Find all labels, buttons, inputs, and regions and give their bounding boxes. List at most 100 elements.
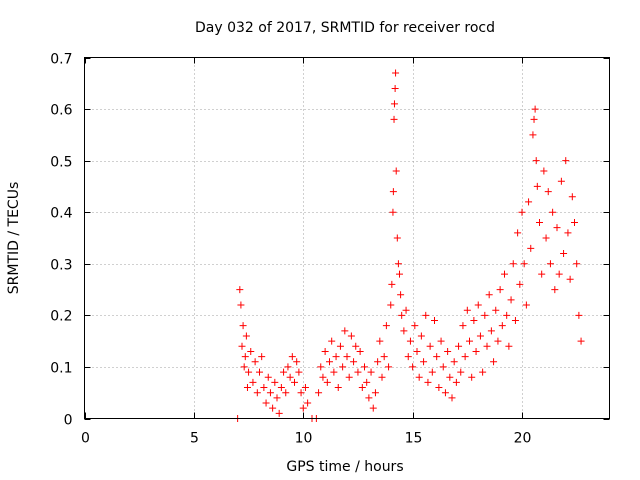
data-point xyxy=(352,342,360,350)
data-point xyxy=(243,384,251,392)
data-point xyxy=(286,373,294,381)
data-point xyxy=(470,317,478,325)
data-point xyxy=(536,219,543,227)
data-point xyxy=(374,358,382,366)
data-point xyxy=(291,378,298,386)
data-point xyxy=(501,270,508,278)
data-point xyxy=(397,291,405,299)
data-point xyxy=(275,409,283,417)
data-point xyxy=(236,286,244,294)
data-point xyxy=(321,347,329,355)
data-point xyxy=(511,317,519,325)
chart-title: Day 032 of 2017, SRMTID for receiver roc… xyxy=(195,20,495,36)
data-point xyxy=(468,373,476,381)
y-tick-label: 0.5 xyxy=(50,155,72,171)
data-point xyxy=(277,384,285,392)
data-point xyxy=(520,260,528,268)
x-axis-label: GPS time / hours xyxy=(286,459,403,475)
data-point xyxy=(551,286,559,294)
data-point xyxy=(577,337,585,345)
data-point xyxy=(560,249,568,257)
data-point xyxy=(326,358,333,366)
data-point xyxy=(390,100,398,108)
data-point xyxy=(356,347,364,355)
data-point xyxy=(288,353,296,361)
data-point xyxy=(507,296,515,304)
data-point xyxy=(409,363,417,371)
data-point xyxy=(260,384,268,392)
data-point xyxy=(371,389,379,397)
data-point xyxy=(256,368,263,376)
data-point xyxy=(390,115,398,123)
plot-frame xyxy=(84,57,610,419)
data-point xyxy=(315,389,323,397)
data-point xyxy=(503,311,511,319)
data-point xyxy=(553,224,561,232)
data-point xyxy=(516,280,524,288)
data-point xyxy=(564,229,572,237)
y-tick-label: 0.7 xyxy=(50,52,72,68)
data-point xyxy=(393,234,401,242)
data-point xyxy=(549,208,557,216)
data-point xyxy=(452,378,460,386)
data-point xyxy=(428,368,436,376)
data-point xyxy=(505,342,513,350)
data-point xyxy=(466,337,473,345)
data-point xyxy=(455,342,463,350)
data-point xyxy=(385,363,393,371)
data-point xyxy=(350,358,358,366)
data-point xyxy=(490,358,498,366)
data-point xyxy=(301,384,309,392)
data-point xyxy=(527,244,535,252)
data-point xyxy=(450,358,458,366)
data-point xyxy=(392,167,400,175)
data-point xyxy=(413,347,421,355)
data-point xyxy=(448,394,456,402)
data-point xyxy=(237,301,245,309)
y-tick-label: 0.3 xyxy=(50,258,72,274)
data-point xyxy=(336,342,344,350)
data-point xyxy=(297,389,305,397)
data-point xyxy=(247,347,255,355)
data-point xyxy=(532,157,540,165)
x-tick-label: 10 xyxy=(295,431,313,447)
data-point xyxy=(382,322,390,330)
data-point xyxy=(334,384,342,392)
data-point xyxy=(404,353,412,361)
data-point xyxy=(339,363,347,371)
data-point xyxy=(317,363,325,371)
data-point xyxy=(542,234,550,242)
data-point xyxy=(341,327,349,335)
data-point xyxy=(525,198,533,206)
data-point xyxy=(266,389,274,397)
data-point xyxy=(304,399,312,407)
data-point xyxy=(472,347,480,355)
data-point xyxy=(509,260,517,268)
data-point xyxy=(420,358,428,366)
data-point xyxy=(518,208,526,216)
data-point xyxy=(378,373,386,381)
data-point xyxy=(529,131,537,139)
data-point xyxy=(400,327,408,335)
data-point xyxy=(361,363,368,371)
y-tick-label: 0.4 xyxy=(50,206,72,222)
grid-layer xyxy=(84,57,610,419)
data-point xyxy=(481,311,489,319)
data-point xyxy=(544,188,552,196)
data-point xyxy=(328,337,336,345)
data-point xyxy=(391,84,399,92)
data-point xyxy=(433,353,441,361)
data-point xyxy=(389,188,397,196)
data-point xyxy=(238,342,246,350)
data-point xyxy=(463,306,471,314)
x-tick-label: 5 xyxy=(190,431,199,447)
data-point xyxy=(245,368,253,376)
data-point xyxy=(476,332,484,340)
data-point xyxy=(392,69,400,77)
data-point xyxy=(347,332,355,340)
data-point xyxy=(479,368,487,376)
data-point xyxy=(358,384,366,392)
data-point xyxy=(431,317,438,325)
data-point xyxy=(251,358,259,366)
